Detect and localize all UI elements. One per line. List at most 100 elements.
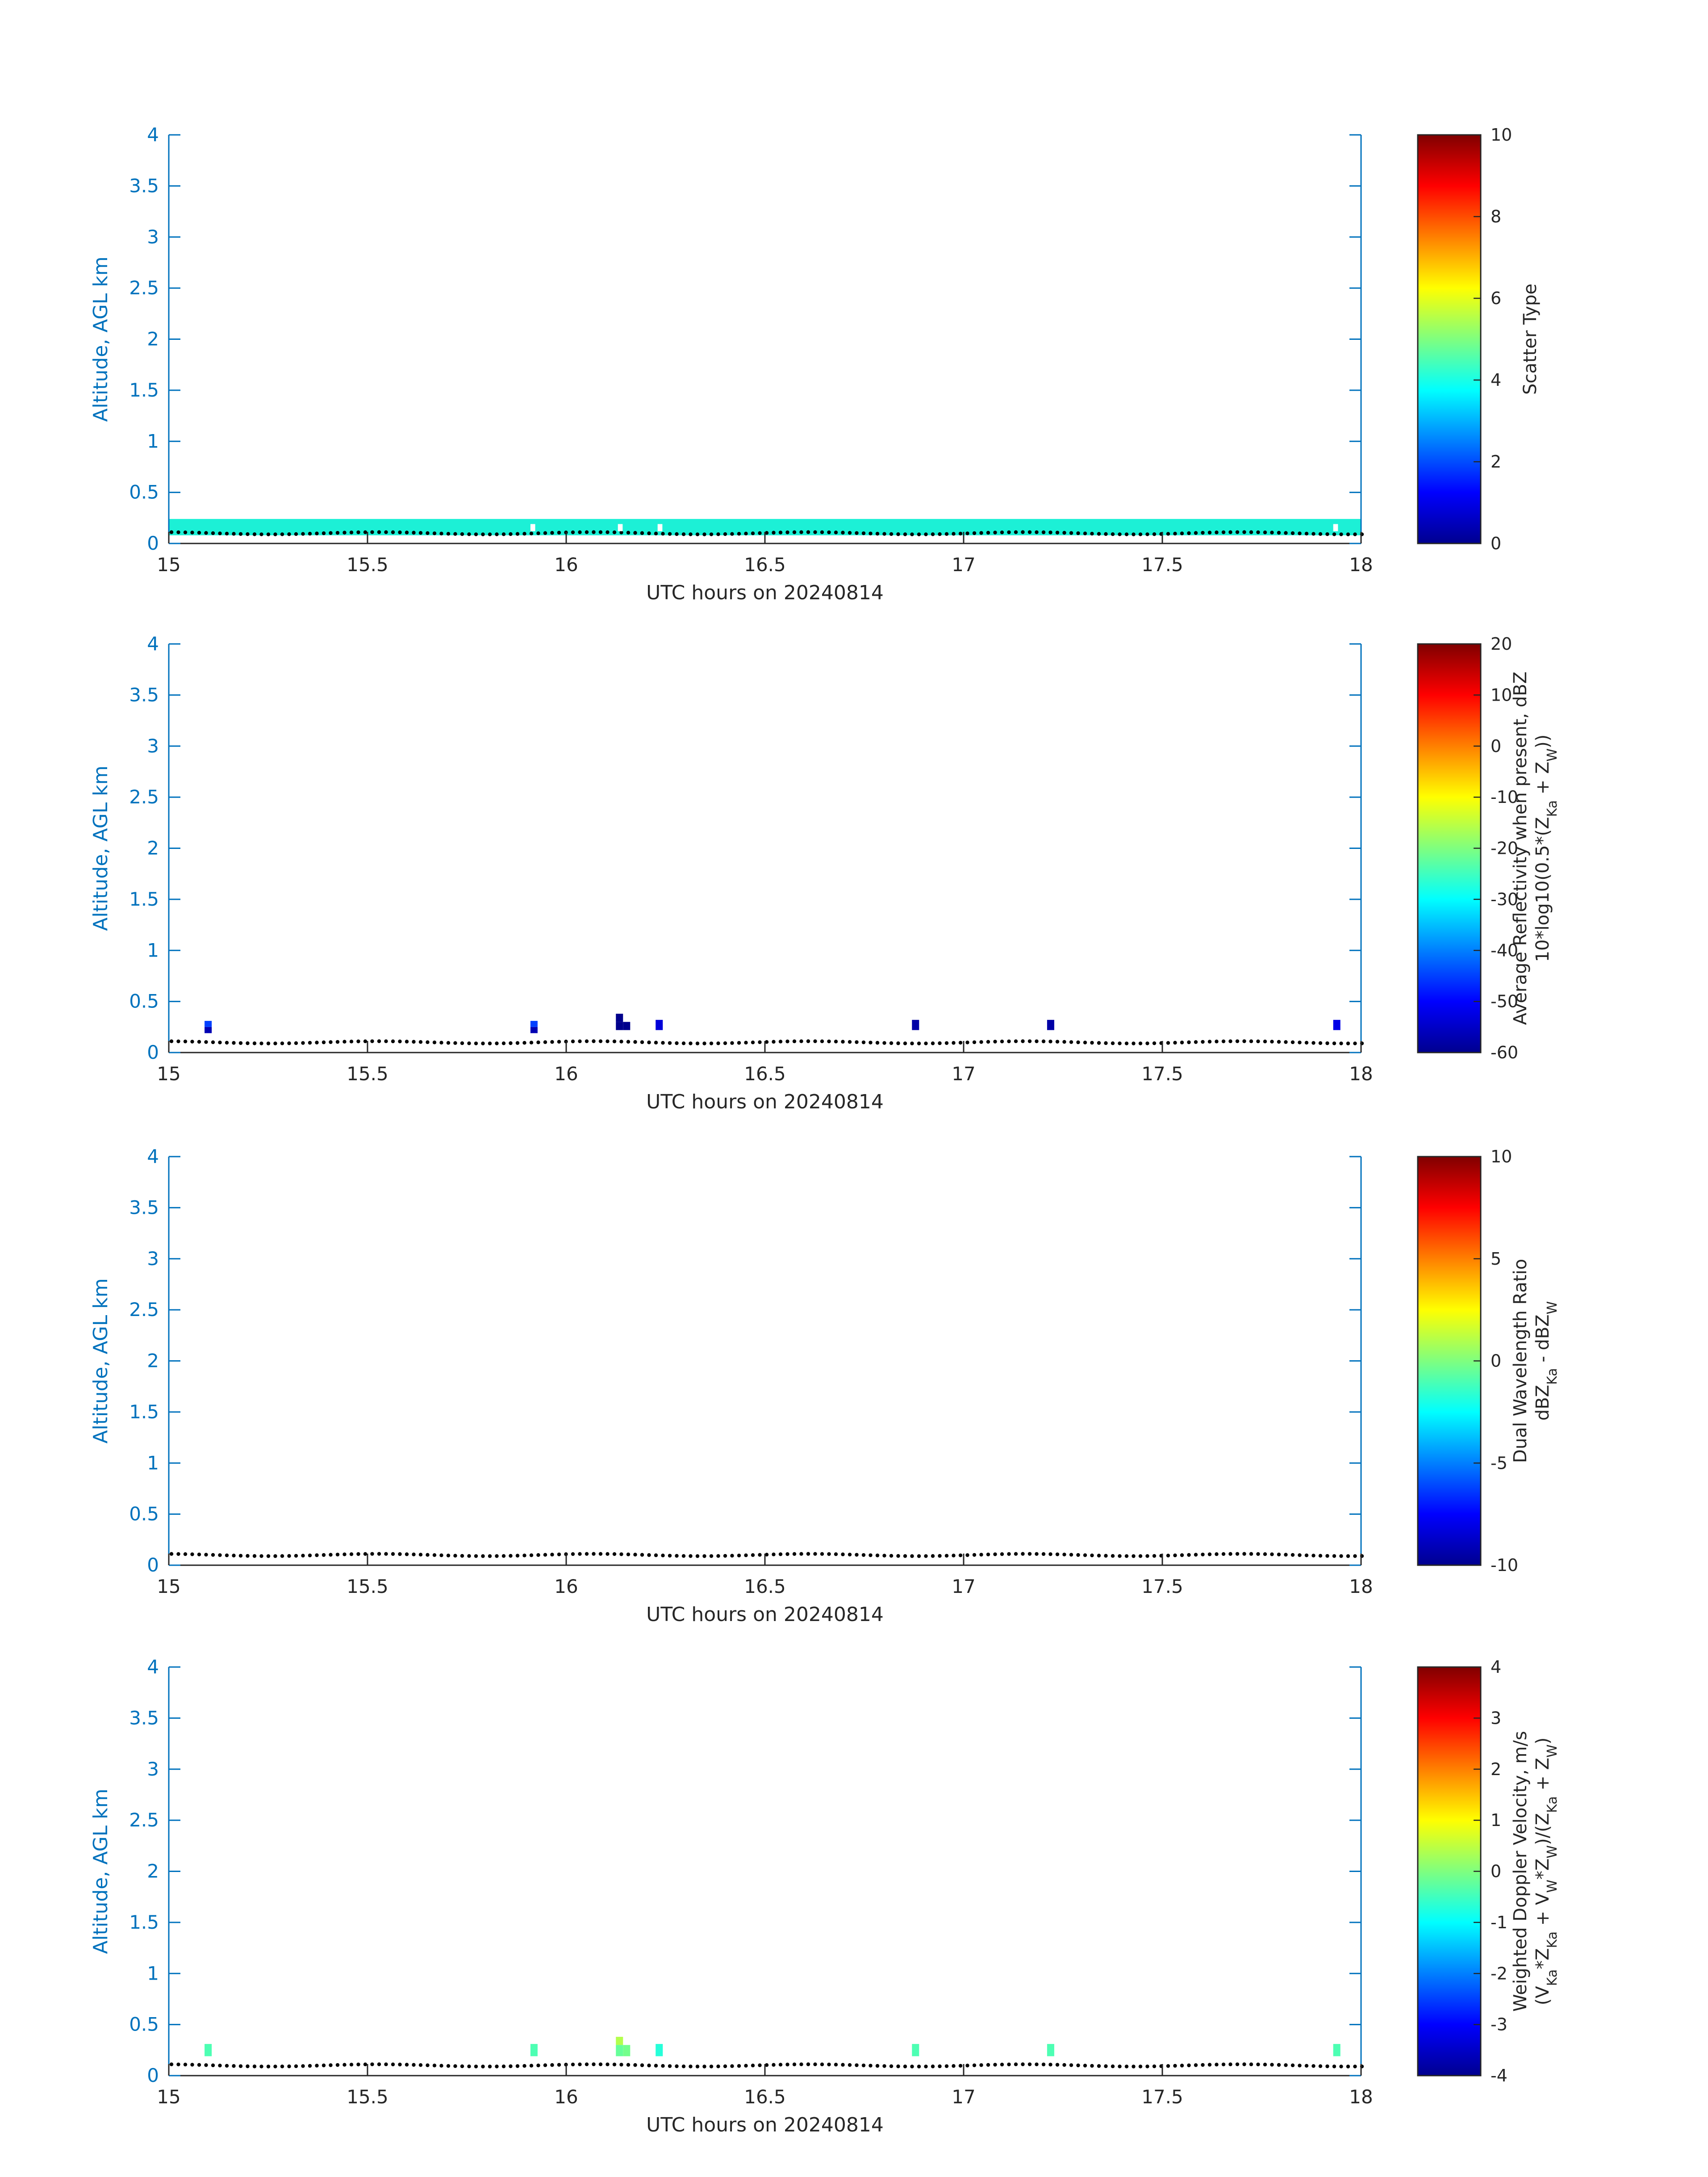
ground-dot [896,2064,900,2068]
ground-dot [606,1039,610,1044]
y-tick-label: 4 [147,1145,159,1167]
colorbar-tick-label: 3 [1491,1708,1501,1728]
ground-dot [1325,1554,1329,1558]
ground-dot [1111,1554,1115,1558]
ground-dot [778,1040,783,1044]
ground-dot [792,1039,797,1044]
y-tick-label: 0.5 [129,990,159,1012]
ground-dot [1221,1552,1226,1556]
ground-dot [1048,531,1052,535]
ground-dot [1076,2063,1080,2068]
ground-dot [654,531,658,535]
ground-dot [1069,2063,1073,2067]
ground-dot [681,532,686,536]
ground-dot [1201,1040,1205,1044]
data-cell [530,1021,538,1027]
ground-dot [1194,2063,1198,2067]
ground-dot [723,1554,727,1558]
ground-dot [841,531,845,535]
ground-dot [647,1040,651,1045]
ground-dot [716,2064,720,2068]
y-axis-label: Altitude, AGL km [89,765,112,931]
ground-dot [924,532,928,536]
y-tick-label: 1.5 [129,1401,159,1423]
y-tick-label: 0 [147,1554,159,1576]
panel-4: 0 0.5 1 1.5 2 2.5 3 3.5 4 15 15.5 16 16.5 17 17.5 18 UTC… [89,1656,1560,2136]
ground-dot [280,1554,284,1558]
ground-dot [246,532,250,536]
ground-dot [342,1552,347,1556]
ground-dot [509,1554,513,1558]
y-tick-label: 2 [147,328,159,350]
ground-dot [792,1552,797,1556]
ground-dot [1207,1552,1212,1556]
x-tick-label: 15.5 [347,554,388,576]
ground-dot [952,532,956,536]
ground-dot [1256,1552,1260,1556]
ground-dot [522,1040,526,1045]
ground-dot [329,2063,333,2067]
ground-dot [1138,1554,1143,1558]
ground-dot [169,2062,174,2066]
ground-dot [1284,531,1288,535]
ground-dot [1215,531,1219,535]
ground-dot [1318,1041,1323,1045]
ground-dot [1284,1553,1288,1557]
data-cell [1333,2044,1341,2056]
data-cell [616,1014,623,1022]
data-cell [623,1022,631,1030]
ground-dot [315,531,319,535]
ground-dot [1041,1039,1046,1044]
ground-dot [1325,2064,1329,2068]
ground-dot [1311,532,1315,536]
ground-dot [1215,1552,1219,1556]
colorbar-gradient [1417,643,1482,1053]
ground-dot [910,2064,914,2068]
ground-dot [335,1552,340,1557]
colorbar-tick-label: -1 [1491,1913,1508,1932]
ground-dot [349,1040,354,1044]
data-cell [530,524,535,531]
colorbar-tick-label: -60 [1491,1043,1518,1062]
ground-dot [938,2064,942,2068]
ground-dot [1124,1041,1129,1045]
ground-dot [211,1040,215,1045]
ground-dot [986,1040,990,1044]
ground-dot [1180,531,1184,535]
ground-dot [772,531,776,535]
ground-dot [501,1554,506,1558]
ground-dot [363,1552,367,1556]
data-cell [616,2045,623,2056]
ground-dot [654,1553,658,1557]
ground-dot [1076,531,1080,535]
ground-dot [709,532,714,536]
ground-dot [647,2064,651,2068]
ground-dot [1228,530,1232,534]
data-cell [623,2045,631,2056]
ground-dot [1207,2063,1212,2067]
ground-dot [661,2064,665,2068]
ground-dot [1353,532,1357,536]
ground-dot [301,2064,305,2068]
y-tick-label: 1.5 [129,1911,159,1933]
ground-dot [1187,2063,1191,2068]
ground-dot [329,531,333,535]
ground-dot [522,531,526,536]
ground-dot [273,532,277,536]
ground-dot [647,1553,651,1557]
y-tick-label: 0 [147,2064,159,2086]
ground-dot [598,2062,603,2066]
x-axis-label: UTC hours on 20240814 [646,1091,884,1113]
ground-dot [197,531,201,535]
ground-dot [1270,531,1274,535]
ground-dot [474,532,478,536]
ground-dot [958,1553,963,1558]
ground-dot [640,2063,644,2067]
ground-dot [1118,532,1122,536]
ground-dot [585,2062,589,2066]
ground-dot [1339,532,1343,536]
ground-dot [495,2064,499,2068]
ground-dot [1104,1041,1108,1045]
ground-dot [931,2064,935,2068]
ground-dot [308,1040,312,1045]
